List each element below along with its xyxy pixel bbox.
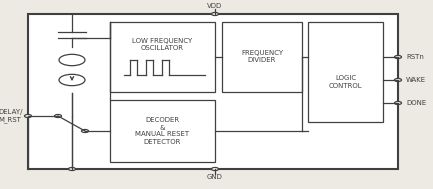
FancyBboxPatch shape [222, 22, 302, 92]
Text: GND: GND [207, 174, 223, 180]
Text: DELAY/
M_RST: DELAY/ M_RST [0, 109, 23, 123]
Circle shape [25, 115, 32, 118]
Circle shape [394, 78, 401, 81]
Text: DECODER
&
MANUAL RESET
DETECTOR: DECODER & MANUAL RESET DETECTOR [136, 118, 190, 145]
FancyBboxPatch shape [308, 22, 383, 122]
Circle shape [59, 54, 85, 66]
FancyBboxPatch shape [110, 100, 215, 162]
Circle shape [55, 115, 61, 118]
Text: RSTn: RSTn [406, 54, 424, 60]
FancyBboxPatch shape [28, 14, 398, 169]
FancyBboxPatch shape [110, 22, 215, 92]
Text: WAKE: WAKE [406, 77, 426, 83]
Circle shape [68, 167, 75, 170]
Text: FREQUENCY
DIVIDER: FREQUENCY DIVIDER [241, 50, 283, 64]
Text: DONE: DONE [406, 100, 426, 106]
Circle shape [81, 129, 88, 132]
Circle shape [59, 74, 85, 86]
Circle shape [394, 101, 401, 105]
Circle shape [211, 167, 219, 170]
Text: LOW FREQUENCY
OSCILLATOR: LOW FREQUENCY OSCILLATOR [132, 37, 193, 50]
Text: VDD: VDD [207, 3, 223, 9]
Text: LOGIC
CONTROL: LOGIC CONTROL [329, 75, 362, 88]
Circle shape [394, 56, 401, 59]
Circle shape [211, 12, 219, 15]
